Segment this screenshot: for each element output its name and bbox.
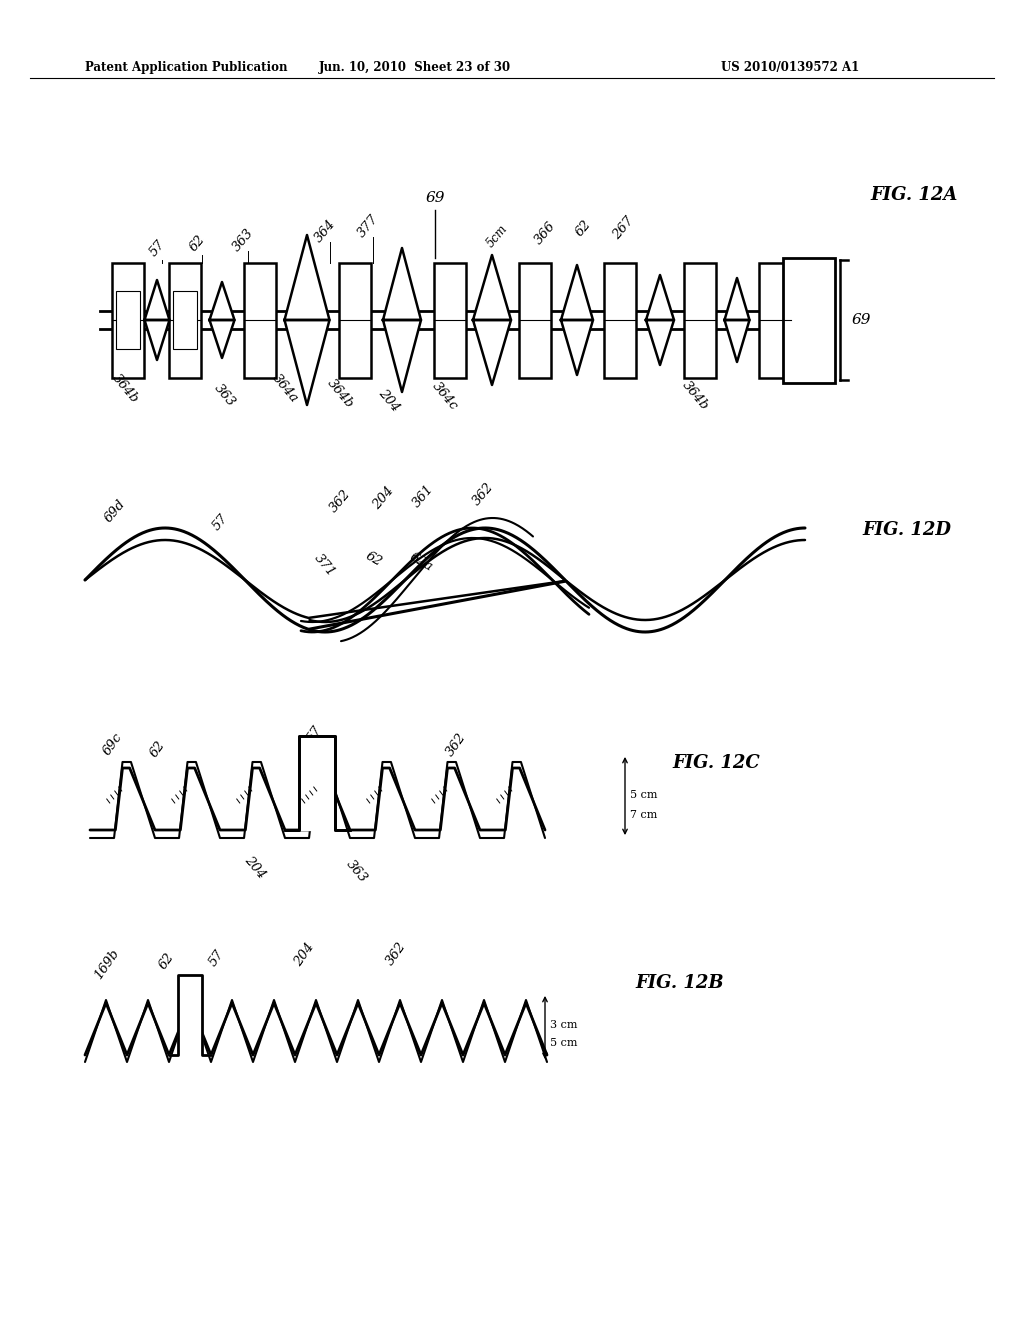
Text: FIG. 12D: FIG. 12D — [862, 521, 951, 539]
Bar — [684, 263, 716, 378]
Polygon shape — [285, 319, 330, 405]
Text: 7 cm: 7 cm — [630, 810, 657, 820]
Bar — [169, 263, 201, 378]
Text: 69d: 69d — [102, 496, 128, 524]
Bar — [173, 292, 197, 348]
Text: Jun. 10, 2010  Sheet 23 of 30: Jun. 10, 2010 Sheet 23 of 30 — [318, 61, 511, 74]
Polygon shape — [473, 255, 511, 319]
Text: 362: 362 — [470, 480, 496, 508]
Polygon shape — [561, 319, 593, 375]
Bar — [116, 292, 140, 348]
Text: FIG. 12C: FIG. 12C — [672, 754, 760, 772]
Polygon shape — [383, 319, 421, 392]
Text: 57: 57 — [207, 948, 226, 969]
Text: FIG. 12B: FIG. 12B — [635, 974, 724, 993]
Polygon shape — [473, 319, 511, 385]
Text: 204: 204 — [370, 484, 396, 512]
Text: 62: 62 — [572, 218, 593, 239]
Text: 3 cm: 3 cm — [550, 1020, 578, 1030]
Text: 364c: 364c — [429, 379, 461, 412]
Text: 62: 62 — [157, 950, 177, 972]
Text: 204: 204 — [376, 387, 402, 414]
Polygon shape — [144, 319, 170, 360]
Text: 363: 363 — [212, 381, 238, 409]
Text: 169b: 169b — [92, 946, 122, 982]
Text: 69c: 69c — [100, 731, 125, 758]
Text: 204: 204 — [292, 940, 317, 969]
Text: 364b: 364b — [679, 379, 711, 413]
Text: 371: 371 — [312, 552, 338, 579]
Text: Patent Application Publication: Patent Application Publication — [85, 61, 288, 74]
Text: 57: 57 — [304, 723, 325, 744]
Text: 364: 364 — [312, 216, 338, 244]
Bar — [339, 263, 371, 378]
Text: 361: 361 — [410, 482, 436, 510]
Text: 62a: 62a — [408, 550, 435, 574]
Bar — [604, 263, 636, 378]
Polygon shape — [210, 319, 234, 358]
Text: 5 cm: 5 cm — [550, 1038, 578, 1048]
Text: 363: 363 — [230, 226, 256, 253]
Text: 62: 62 — [147, 739, 168, 760]
Text: 57: 57 — [210, 512, 230, 533]
Text: 363: 363 — [344, 858, 370, 886]
Text: 5 cm: 5 cm — [630, 789, 657, 800]
Polygon shape — [725, 319, 750, 362]
Text: 364b: 364b — [325, 376, 355, 411]
Polygon shape — [144, 280, 170, 319]
Polygon shape — [646, 275, 674, 319]
Text: 267: 267 — [610, 214, 636, 242]
Bar — [434, 263, 466, 378]
Polygon shape — [285, 235, 330, 319]
Text: 62: 62 — [186, 234, 208, 255]
Bar — [519, 263, 551, 378]
Bar — [112, 263, 144, 378]
Text: 69: 69 — [425, 191, 444, 205]
Text: 69: 69 — [852, 313, 871, 327]
Text: 204: 204 — [242, 854, 268, 882]
Text: 362: 362 — [384, 940, 410, 968]
Text: 377: 377 — [355, 213, 381, 240]
Text: FIG. 12A: FIG. 12A — [870, 186, 957, 205]
Polygon shape — [646, 319, 674, 366]
Text: 362: 362 — [444, 730, 469, 758]
Polygon shape — [725, 279, 750, 319]
Text: 62: 62 — [362, 549, 384, 569]
Text: 5cm: 5cm — [484, 222, 510, 249]
Polygon shape — [210, 282, 234, 319]
Polygon shape — [561, 265, 593, 319]
Text: US 2010/0139572 A1: US 2010/0139572 A1 — [721, 61, 859, 74]
Text: 364a: 364a — [269, 372, 301, 405]
Text: 364b: 364b — [110, 372, 140, 405]
Bar — [244, 263, 276, 378]
Text: 57: 57 — [146, 238, 167, 260]
Bar — [759, 263, 791, 378]
Polygon shape — [383, 248, 421, 319]
Bar — [783, 257, 835, 383]
Text: 362: 362 — [327, 487, 353, 515]
Text: 366: 366 — [531, 219, 558, 247]
